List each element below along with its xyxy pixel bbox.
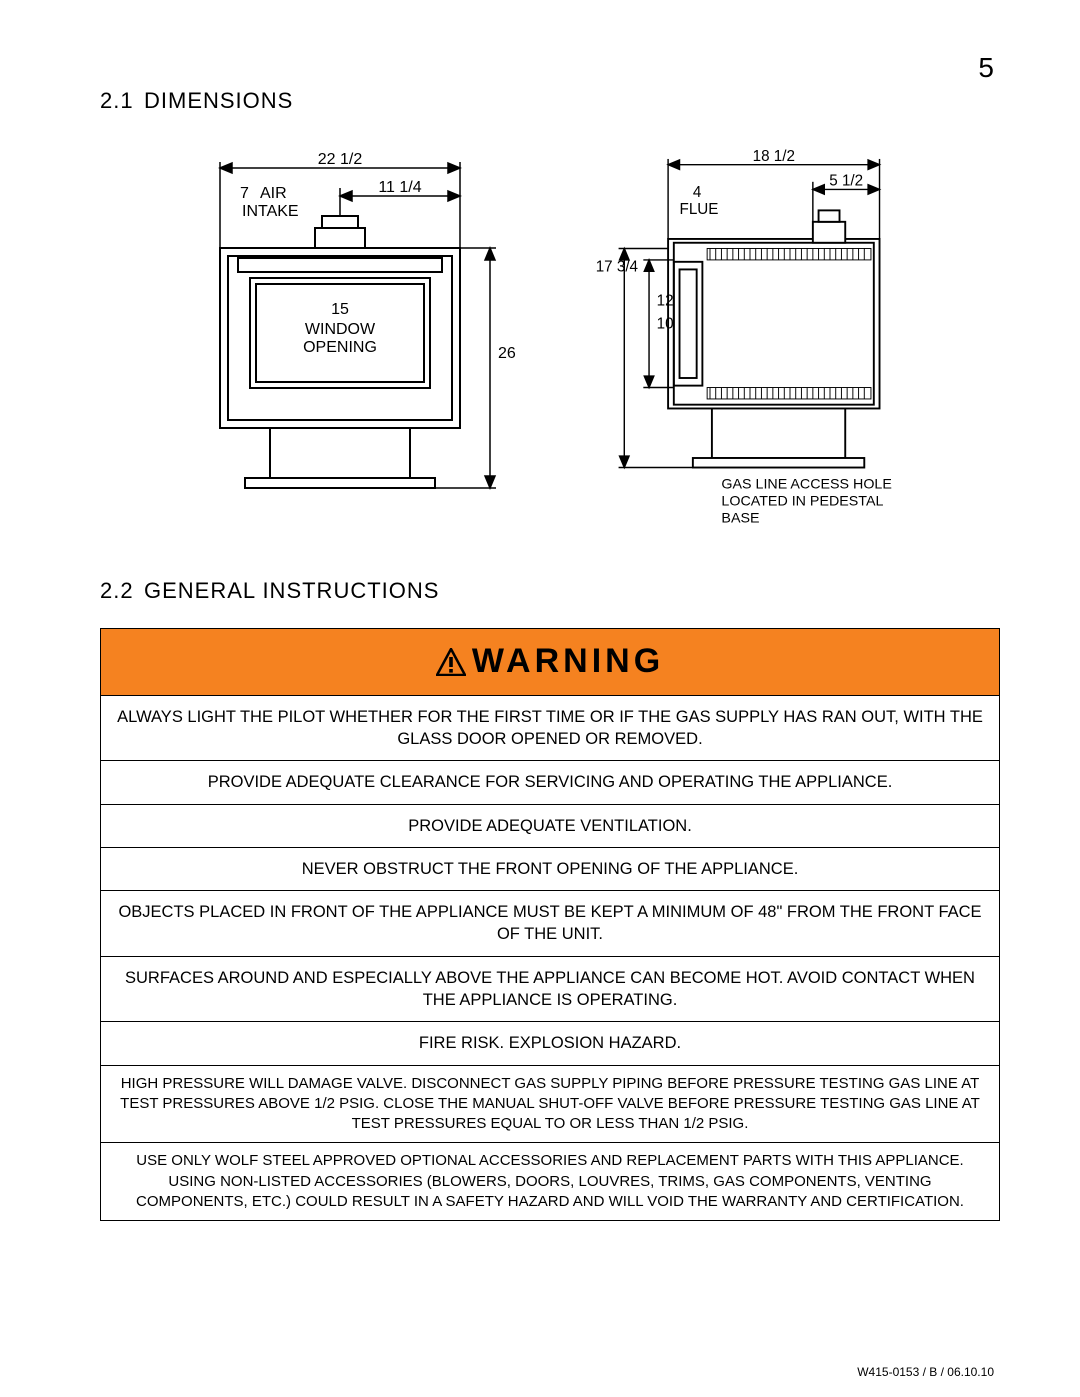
dim-to-louver-top: 17 3/4 xyxy=(596,258,639,275)
warning-table: WARNING ALWAYS LIGHT THE PILOT WHETHER F… xyxy=(100,628,1000,1221)
document-footer: W415-0153 / B / 06.10.10 xyxy=(857,1365,994,1379)
warning-header: WARNING xyxy=(101,629,1000,696)
dim-overall-width: 22 1/2 xyxy=(318,151,363,168)
warning-row: NEVER OBSTRUCT THE FRONT OPENING OF THE … xyxy=(101,847,1000,890)
dim-overall-height: 26 3/4 xyxy=(498,345,520,362)
section-title: GENERAL INSTRUCTIONS xyxy=(144,578,439,603)
page-number: 5 xyxy=(978,52,994,84)
dimension-diagrams: 22 1/2 11 1/4 7 AIR INTAKE 15 WINDOW OPE… xyxy=(100,138,1000,538)
dim-half-width: 11 1/4 xyxy=(378,179,421,196)
label-air: AIR xyxy=(260,185,287,202)
label-window: WINDOW xyxy=(305,321,376,338)
dim-depth: 18 1/2 xyxy=(753,148,795,165)
warning-icon xyxy=(436,648,466,676)
side-view-diagram: 18 1/2 5 1/2 4 FLUE 17 3/4 xyxy=(560,138,940,538)
note-line-2: LOCATED IN PEDESTAL xyxy=(721,494,883,510)
label-intake: INTAKE xyxy=(242,203,299,220)
label-opening: OPENING xyxy=(303,339,377,356)
label-flue: FLUE xyxy=(680,201,719,218)
warning-row: PROVIDE ADEQUATE CLEARANCE FOR SERVICING… xyxy=(101,761,1000,804)
front-view-diagram: 22 1/2 11 1/4 7 AIR INTAKE 15 WINDOW OPE… xyxy=(160,138,520,518)
warning-row: USE ONLY WOLF STEEL APPROVED OPTIONAL AC… xyxy=(101,1143,1000,1221)
warning-row: OBJECTS PLACED IN FRONT OF THE APPLIANCE… xyxy=(101,891,1000,957)
section-2-2-heading: 2.2GENERAL INSTRUCTIONS xyxy=(100,578,1000,604)
warning-row: FIRE RISK. EXPLOSION HAZARD. xyxy=(101,1022,1000,1065)
warning-header-text: WARNING xyxy=(472,642,664,680)
section-2-1-heading: 2.1DIMENSIONS xyxy=(100,88,1000,114)
warning-row: ALWAYS LIGHT THE PILOT WHETHER FOR THE F… xyxy=(101,695,1000,761)
dim-louver-span: 12 xyxy=(657,293,674,310)
dim-window-height: 15 xyxy=(331,301,349,318)
dim-air-intake-dia: 7 xyxy=(240,185,249,202)
section-number: 2.2 xyxy=(100,578,144,604)
warning-row: HIGH PRESSURE WILL DAMAGE VALVE. DISCONN… xyxy=(101,1065,1000,1143)
warning-row: SURFACES AROUND AND ESPECIALLY ABOVE THE… xyxy=(101,956,1000,1022)
manual-page: 5 2.1DIMENSIONS xyxy=(0,0,1080,1397)
dim-flue-offset: 5 1/2 xyxy=(829,173,863,190)
section-title: DIMENSIONS xyxy=(144,88,293,113)
dim-louver-inner: 10 xyxy=(657,315,674,332)
dim-flue-dia: 4 xyxy=(693,184,702,201)
section-number: 2.1 xyxy=(100,88,144,114)
note-line-3: BASE xyxy=(721,511,759,527)
warning-row: PROVIDE ADEQUATE VENTILATION. xyxy=(101,804,1000,847)
note-line-1: GAS LINE ACCESS HOLE xyxy=(721,476,891,492)
